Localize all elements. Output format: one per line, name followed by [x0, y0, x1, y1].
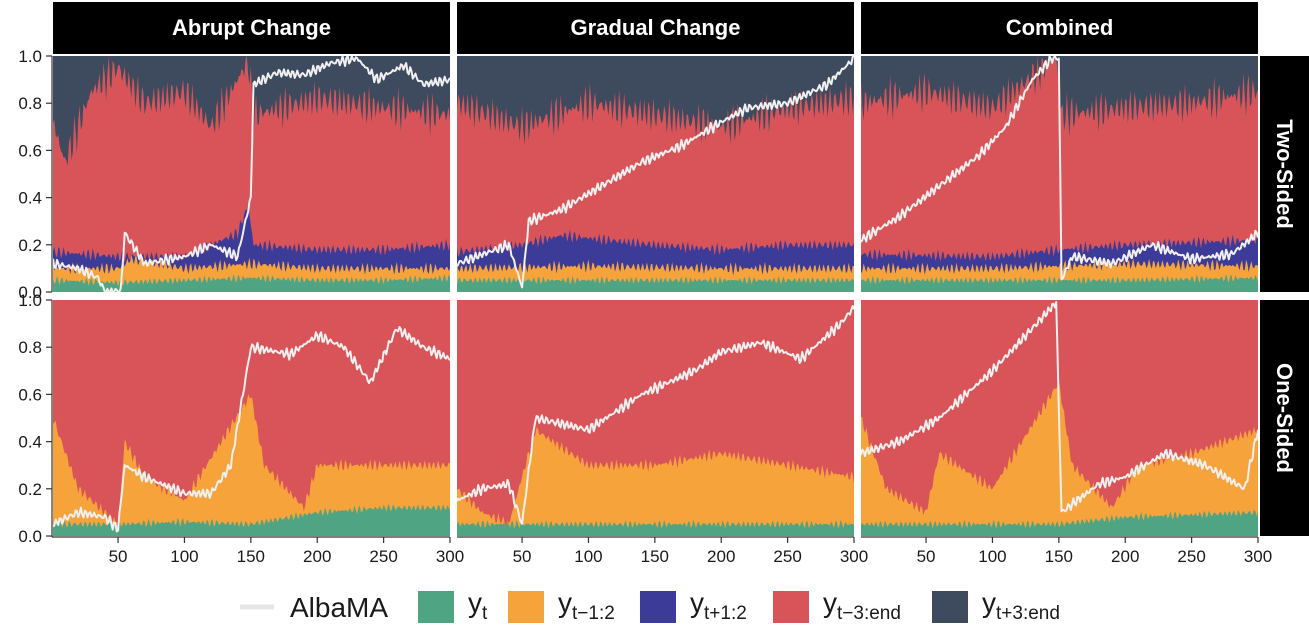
x-tick-label: 300 — [1244, 547, 1272, 566]
column-label-combined: Combined — [1006, 15, 1114, 40]
row-strip-one-sided: One-Sided — [1260, 300, 1309, 536]
y-axis-two-sided: 0.0 0.2 0.4 0.6 0.8 1.0 — [18, 47, 52, 302]
x-tick-label: 150 — [1045, 547, 1073, 566]
line-albama — [457, 56, 854, 289]
x-tick-label: 100 — [170, 547, 198, 566]
legend-key-lead12 — [640, 591, 676, 623]
y-tick-label: 0.8 — [18, 338, 42, 357]
y-tick-label: 0.4 — [18, 189, 42, 208]
row-strip-two-sided: Two-Sided — [1260, 56, 1309, 292]
y-tick-label: 1.0 — [18, 291, 42, 310]
panel-combined-two-sided — [861, 56, 1258, 292]
legend-label-lag12: yt−1:2 — [558, 587, 615, 624]
legend-item-lead12: yt+1:2 — [640, 587, 747, 624]
x-tick-label: 300 — [840, 547, 868, 566]
column-strip-abrupt: Abrupt Change — [53, 2, 450, 54]
line-albama — [53, 56, 450, 292]
panel-combined-one-sided — [861, 300, 1258, 536]
panel-gradual-one-sided — [457, 300, 854, 536]
legend-item-lagend: yt−3:end — [773, 587, 901, 624]
line-albama — [53, 326, 450, 533]
panel-abrupt-one-sided — [53, 300, 450, 536]
legend: AlbaMA yt yt−1:2 yt+1:2 yt−3:end yt+3:en… — [240, 587, 1060, 624]
y-tick-label: 1.0 — [18, 47, 42, 66]
legend-key-yt — [418, 591, 454, 623]
x-axis: 50 100 150 200 250 300 50 100 150 200 250 300 50 100 1… — [109, 537, 1272, 566]
legend-key-lag12 — [508, 591, 544, 623]
legend-label-albama: AlbaMA — [290, 592, 388, 623]
y-tick-label: 0.6 — [18, 141, 42, 160]
y-axis-one-sided: 0.0 0.2 0.4 0.6 0.8 1.0 — [18, 291, 52, 546]
legend-key-lagend — [773, 591, 809, 623]
legend-label-yt: yt — [468, 587, 488, 624]
x-tick-label: 150 — [237, 547, 265, 566]
legend-key-leadend — [932, 591, 968, 623]
column-label-abrupt: Abrupt Change — [172, 15, 331, 40]
line-albama — [861, 301, 1258, 513]
x-tick-label: 200 — [303, 547, 331, 566]
x-tick-label: 50 — [513, 547, 532, 566]
x-tick-label: 300 — [436, 547, 464, 566]
y-tick-label: 0.8 — [18, 94, 42, 113]
area-yt — [861, 509, 1258, 536]
area-yt — [53, 503, 450, 536]
column-label-gradual: Gradual Change — [571, 15, 741, 40]
y-tick-label: 0.6 — [18, 385, 42, 404]
line-albama — [861, 56, 1258, 280]
column-strip-combined: Combined — [861, 2, 1258, 54]
legend-item-albama: AlbaMA — [240, 592, 388, 623]
x-tick-label: 100 — [574, 547, 602, 566]
row-label-two-sided: Two-Sided — [1272, 119, 1297, 229]
area-lag12 — [457, 427, 854, 536]
x-tick-label: 50 — [109, 547, 128, 566]
y-tick-label: 0.4 — [18, 433, 42, 452]
y-tick-label: 0.0 — [18, 283, 42, 302]
legend-item-lag12: yt−1:2 — [508, 587, 615, 624]
y-tick-label: 0.2 — [18, 236, 42, 255]
legend-label-lead12: yt+1:2 — [690, 587, 747, 624]
x-tick-label: 200 — [707, 547, 735, 566]
area-yt — [457, 275, 854, 292]
legend-label-leadend: yt+3:end — [982, 587, 1060, 624]
column-strip-gradual: Gradual Change — [457, 2, 854, 54]
area-yt — [53, 273, 450, 292]
area-yt — [861, 274, 1258, 292]
x-tick-label: 100 — [978, 547, 1006, 566]
line-albama — [457, 305, 854, 525]
y-tick-label: 0.2 — [18, 480, 42, 499]
x-tick-label: 150 — [641, 547, 669, 566]
x-tick-label: 250 — [1177, 547, 1205, 566]
x-tick-label: 50 — [917, 547, 936, 566]
area-yt — [457, 519, 854, 536]
x-tick-label: 200 — [1111, 547, 1139, 566]
y-tick-label: 0.0 — [18, 527, 42, 546]
row-label-one-sided: One-Sided — [1272, 363, 1297, 473]
legend-item-yt: yt — [418, 587, 488, 624]
legend-label-lagend: yt−3:end — [823, 587, 901, 624]
x-tick-label: 250 — [369, 547, 397, 566]
panel-gradual-two-sided — [457, 56, 854, 292]
x-tick-label: 250 — [773, 547, 801, 566]
panel-abrupt-two-sided — [53, 56, 450, 292]
area-lag12 — [53, 394, 450, 536]
legend-item-leadend: yt+3:end — [932, 587, 1060, 624]
